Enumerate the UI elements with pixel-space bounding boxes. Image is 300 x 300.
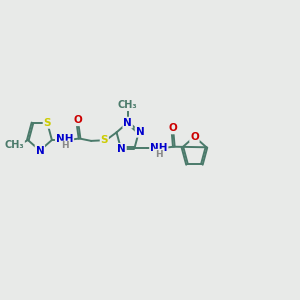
- Text: CH₃: CH₃: [118, 100, 137, 110]
- Text: S: S: [44, 118, 51, 128]
- Text: N: N: [117, 144, 126, 154]
- Text: O: O: [190, 132, 199, 142]
- Text: S: S: [100, 135, 108, 145]
- Text: O: O: [168, 124, 177, 134]
- Text: N: N: [136, 127, 144, 137]
- Text: N: N: [123, 118, 132, 128]
- Text: CH₃: CH₃: [4, 140, 24, 150]
- Text: O: O: [73, 115, 82, 125]
- Text: NH: NH: [150, 142, 167, 153]
- Text: H: H: [155, 150, 163, 159]
- Text: NH: NH: [56, 134, 73, 144]
- Text: N: N: [35, 146, 44, 156]
- Text: H: H: [61, 141, 68, 150]
